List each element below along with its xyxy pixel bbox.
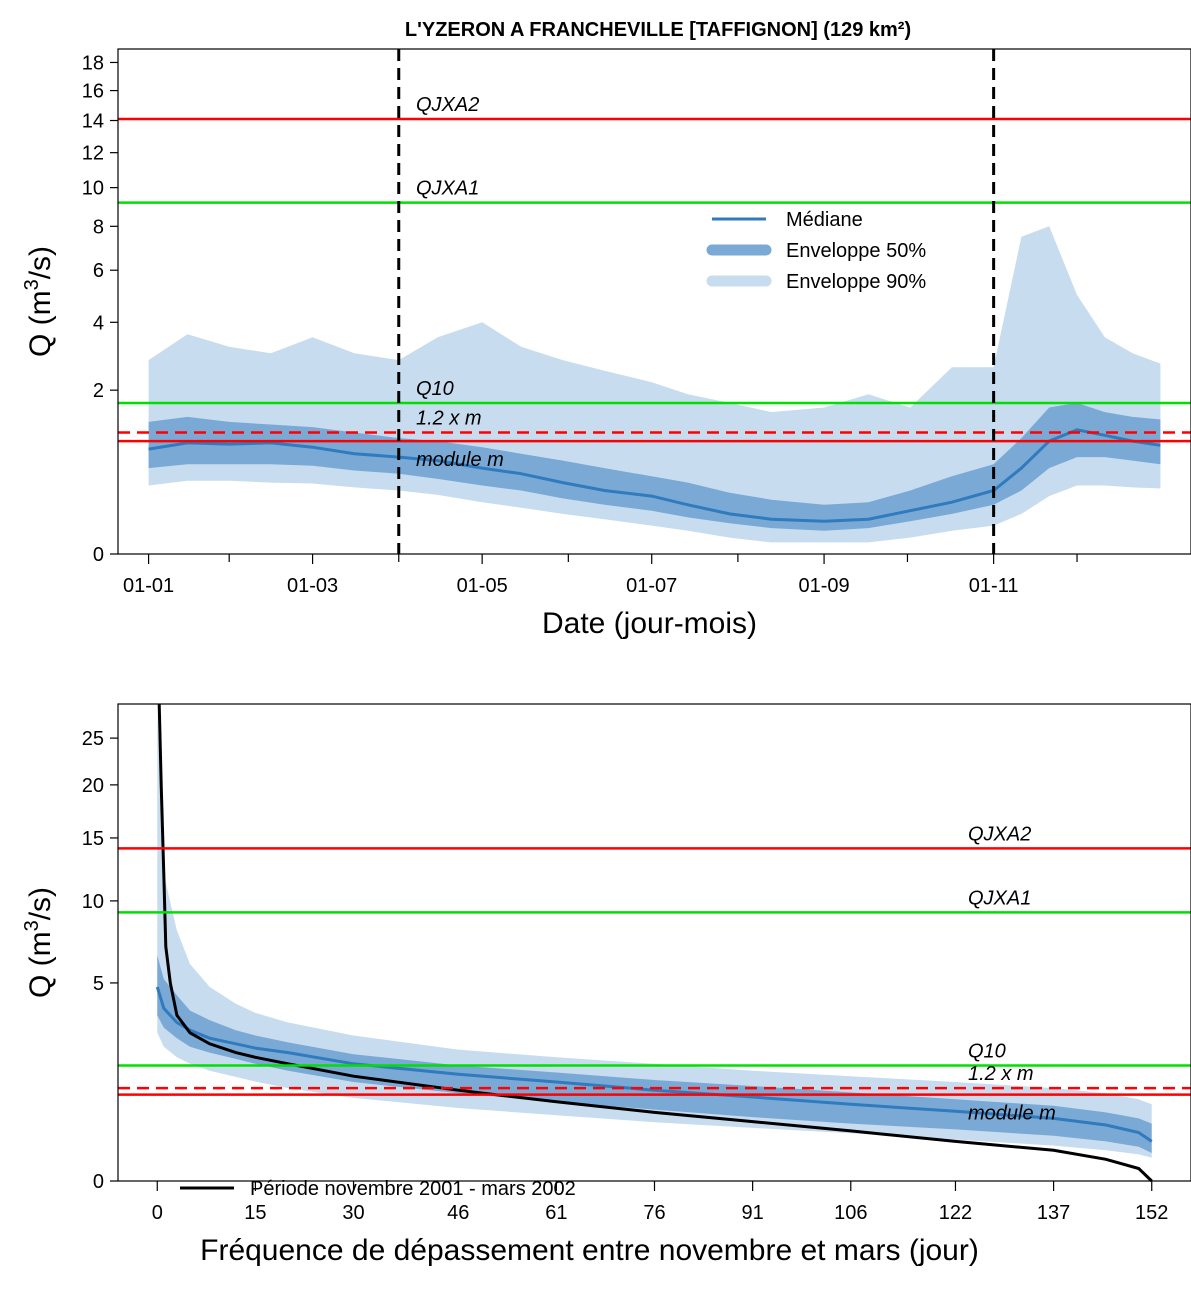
x-tick-label: 152 [1135, 1202, 1168, 1224]
x-tick-label: 01-07 [626, 575, 677, 597]
x-tick-label: 01-09 [798, 575, 849, 597]
y-tick-label: 6 [93, 260, 104, 282]
y-tick-label: 18 [82, 52, 104, 74]
y-tick-label: 14 [82, 111, 104, 133]
x-axis-label: Date (jour-mois) [542, 607, 757, 640]
x-tick-label: 61 [545, 1202, 567, 1224]
envelope-50-band [157, 955, 1152, 1153]
figure-title: L'YZERON A FRANCHEVILLE [TAFFIGNON] (129… [405, 19, 911, 41]
x-tick-label: 15 [244, 1202, 266, 1224]
x-tick-label: 01-11 [969, 575, 1019, 597]
y-tick-label: 0 [93, 1171, 104, 1193]
ref-label-1-2-x-m: 1.2 x m [416, 407, 482, 429]
y-tick-label: 25 [82, 728, 104, 750]
legend-label: Enveloppe 90% [786, 271, 926, 293]
plot-frame [117, 48, 1191, 555]
x-tick-label: 76 [643, 1202, 665, 1224]
median-line [155, 986, 1153, 1143]
y-tick-label: 15 [82, 828, 104, 850]
x-tick-label: 137 [1037, 1202, 1070, 1224]
envelope-50-band [148, 402, 1161, 531]
y-tick-label: 10 [82, 891, 104, 913]
legend-label: Enveloppe 50% [786, 240, 926, 262]
y-tick-label: 10 [82, 178, 104, 200]
y-tick-label: 16 [82, 81, 104, 103]
legend-label: Médiane [786, 209, 863, 231]
ref-label-qjxa1: QJXA1 [416, 178, 479, 200]
y-tick-label: 0 [93, 544, 104, 566]
y-tick-label: 8 [93, 216, 104, 238]
x-tick-label: 106 [834, 1202, 867, 1224]
ref-label-qjxa1: QJXA1 [968, 887, 1031, 909]
ref-label-qjxa2: QJXA2 [416, 94, 479, 116]
x-tick-label: 0 [152, 1202, 163, 1224]
ref-label-q10: Q10 [968, 1041, 1006, 1063]
x-tick-label: 01-05 [457, 575, 508, 597]
ref-label-module-m: module m [968, 1103, 1056, 1125]
x-tick-label: 46 [447, 1202, 469, 1224]
ref-label-1-2-x-m: 1.2 x m [968, 1063, 1034, 1085]
y-tick-label: 12 [82, 143, 104, 165]
envelope-90-band [157, 712, 1152, 1158]
y-tick-label: 4 [93, 312, 104, 334]
x-axis-label: Fréquence de dépassement entre novembre … [200, 1234, 979, 1267]
legend-label: Période novembre 2001 - mars 2002 [250, 1178, 576, 1200]
x-tick-label: 91 [742, 1202, 764, 1224]
x-tick-label: 122 [939, 1202, 972, 1224]
y-tick-label: 2 [93, 380, 104, 402]
y-axis-label: Q (m3/s) [21, 887, 57, 998]
ref-label-qjxa2: QJXA2 [968, 823, 1031, 845]
ref-label-module-m: module m [416, 449, 504, 471]
median-line [148, 428, 1161, 523]
x-tick-label: 30 [342, 1202, 364, 1224]
x-tick-label: 01-01 [123, 575, 174, 597]
y-tick-label: 5 [93, 973, 104, 995]
y-tick-label: 20 [82, 775, 104, 797]
y-axis-label: Q (m3/s) [21, 246, 57, 357]
period-2001-2002-line [157, 703, 1153, 1183]
chart-daily-flow: QJXA2 QJXA1 Q10 1.2 x m module m 0 2 4 6 8 10 12 14 1… [21, 48, 1191, 640]
ref-label-q10: Q10 [416, 378, 454, 400]
x-tick-label: 01-03 [287, 575, 338, 597]
